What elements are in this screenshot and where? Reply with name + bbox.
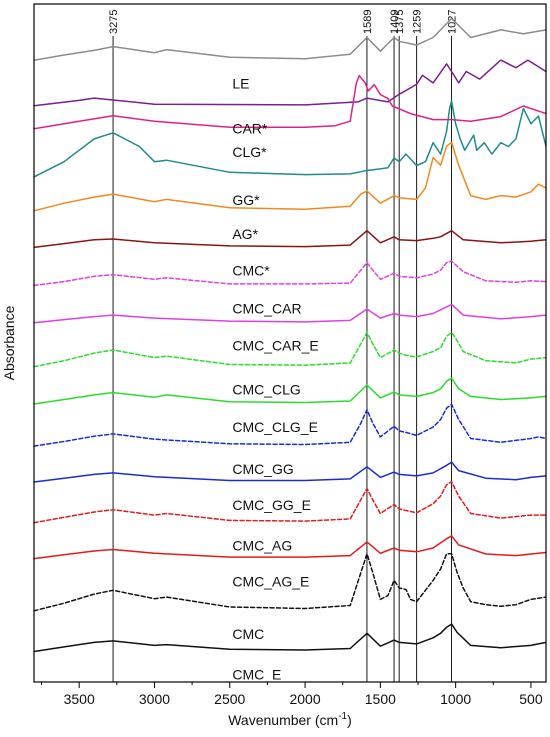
series-label-cmc-clg-e: CMC_CLG_E — [232, 419, 318, 435]
series-label-ag-: AG* — [232, 226, 258, 242]
series-line-cmc-car-e — [33, 303, 547, 324]
x-axis-ticks: 3500 3000 2500 2000 1500 1000 500 — [41, 682, 543, 707]
series-line-le — [33, 17, 547, 62]
series-line-cmc-gg — [33, 403, 547, 447]
series-line-car- — [33, 59, 547, 107]
x-tick-label-2000: 2000 — [289, 691, 320, 707]
series-label-cmc-: CMC* — [232, 262, 270, 278]
y-axis-label: Absorbance — [1, 305, 17, 380]
series-labels: LE CAR* CLG* GG* AG* CMC* CMC_CAR CMC_CAR_E CMC_… — [232, 75, 318, 682]
reference-line-label-1259: 1259 — [412, 10, 424, 34]
reference-line-label-1589: 1589 — [362, 10, 374, 34]
x-tick-label-1500: 1500 — [365, 691, 396, 707]
series-label-car-: CAR* — [232, 121, 268, 137]
series-label-gg-: GG* — [232, 192, 260, 208]
x-axis-label: Wavenumber (cm-1) — [228, 711, 352, 728]
series-label-cmc-gg: CMC_GG — [232, 461, 293, 477]
series-label-cmc-clg: CMC_CLG — [232, 382, 300, 398]
series-label-clg-: CLG* — [232, 144, 267, 160]
series-line-ag- — [33, 141, 547, 212]
series-line-cmc-clg-e — [33, 377, 547, 405]
series-label-cmc-car-e: CMC_CAR_E — [232, 338, 318, 354]
reference-line-label-1027: 1027 — [447, 10, 459, 34]
reference-line-label-3275: 3275 — [108, 10, 120, 34]
series-label-cmc-ag: CMC_AG — [232, 538, 292, 554]
series-line-gg- — [33, 100, 547, 178]
series-line-cmc- — [33, 229, 547, 249]
plot-frame — [33, 3, 547, 683]
series-label-cmc-ag-e: CMC_AG_E — [232, 574, 309, 590]
reference-line-label-1375: 1375 — [394, 10, 406, 34]
spectra-series — [33, 17, 547, 653]
series-line-cmc-gg-e — [33, 461, 547, 483]
x-tick-label-1000: 1000 — [440, 691, 471, 707]
reference-line-label-1409: 1409 — [389, 10, 401, 34]
series-line-cmc-ag-e — [33, 535, 547, 560]
x-axis-label-superscript: -1 — [338, 711, 347, 722]
series-line-clg- — [33, 74, 547, 130]
series-line-cmc-car — [33, 260, 547, 287]
series-line-cmc-e — [33, 623, 547, 653]
series-line-cmc-clg — [33, 331, 547, 368]
series-line-cmc — [33, 553, 547, 612]
series-line-cmc-ag — [33, 480, 547, 524]
x-axis-label-close: ) — [347, 712, 352, 728]
series-label-le: LE — [232, 75, 249, 91]
x-tick-label-500: 500 — [519, 691, 543, 707]
series-label-cmc: CMC — [232, 626, 264, 642]
series-label-cmc-gg-e: CMC_GG_E — [232, 497, 311, 513]
series-label-cmc-e: CMC_E — [232, 666, 281, 682]
x-tick-label-3000: 3000 — [139, 691, 170, 707]
x-tick-label-2500: 2500 — [214, 691, 245, 707]
series-label-cmc-car: CMC_CAR — [232, 300, 301, 316]
x-tick-label-3500: 3500 — [64, 691, 95, 707]
